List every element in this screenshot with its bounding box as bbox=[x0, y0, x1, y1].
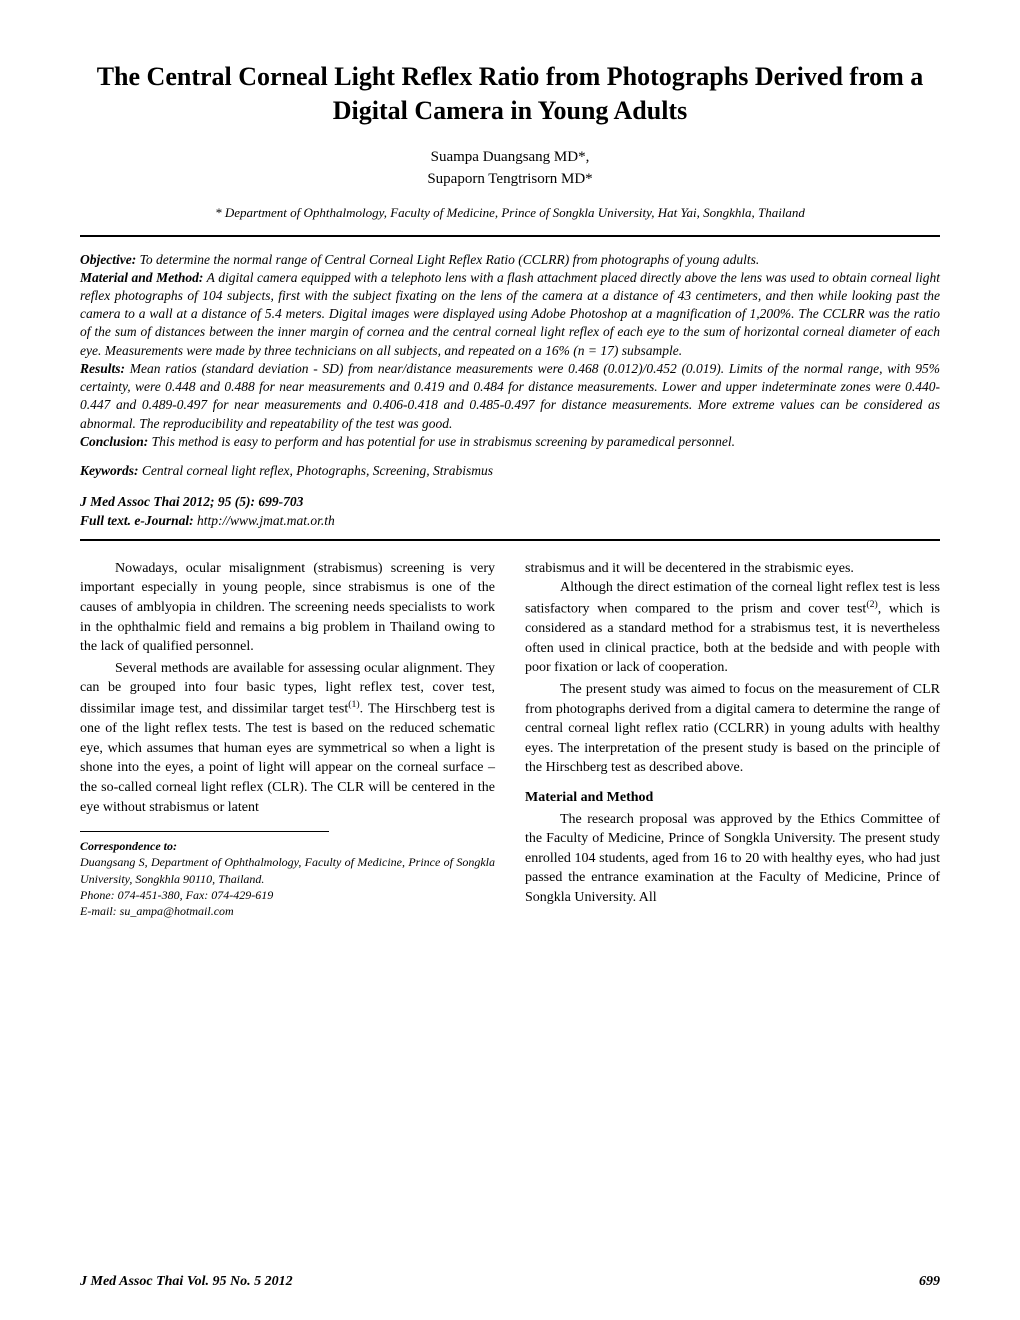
body-p1: Nowadays, ocular misalignment (strabismu… bbox=[80, 559, 495, 657]
left-column: Nowadays, ocular misalignment (strabismu… bbox=[80, 559, 495, 919]
right-column: strabismus and it will be decentered in … bbox=[525, 559, 940, 919]
correspondence-address: Duangsang S, Department of Ophthalmology… bbox=[80, 854, 495, 886]
abstract-block: Objective: To determine the normal range… bbox=[80, 251, 940, 451]
material-text: A digital camera equipped with a telepho… bbox=[80, 270, 940, 358]
correspondence-block: Correspondence to: Duangsang S, Departme… bbox=[80, 838, 495, 919]
ref-1: (1) bbox=[348, 699, 359, 710]
correspondence-head: Correspondence to: bbox=[80, 838, 495, 854]
keywords-line: Keywords: Central corneal light reflex, … bbox=[80, 463, 940, 479]
keywords-text: Central corneal light reflex, Photograph… bbox=[139, 463, 493, 478]
author-2: Supaporn Tengtrisorn MD* bbox=[427, 171, 592, 187]
fulltext-label: Full text. e-Journal: bbox=[80, 513, 197, 528]
correspondence-divider bbox=[80, 831, 329, 832]
body-p1-cont: strabismus and it will be decentered in … bbox=[525, 559, 940, 579]
body-p4: The present study was aimed to focus on … bbox=[525, 680, 940, 778]
journal-citation: J Med Assoc Thai 2012; 95 (5): 699-703 bbox=[80, 494, 303, 509]
body-p2: Several methods are available for assess… bbox=[80, 659, 495, 817]
correspondence-email: E-mail: su_ampa@hotmail.com bbox=[80, 903, 495, 919]
results-label: Results: bbox=[80, 361, 125, 376]
journal-citation-block: J Med Assoc Thai 2012; 95 (5): 699-703 F… bbox=[80, 493, 940, 531]
keywords-label: Keywords: bbox=[80, 463, 139, 478]
conclusion-text: This method is easy to perform and has p… bbox=[148, 434, 735, 449]
correspondence-phone: Phone: 074-451-380, Fax: 074-429-619 bbox=[80, 887, 495, 903]
footer-page-number: 699 bbox=[919, 1274, 940, 1290]
ref-2: (2) bbox=[866, 599, 877, 610]
conclusion-label: Conclusion: bbox=[80, 434, 148, 449]
body-columns: Nowadays, ocular misalignment (strabismu… bbox=[80, 559, 940, 919]
page-footer: J Med Assoc Thai Vol. 95 No. 5 2012 699 bbox=[80, 1274, 940, 1290]
body-p5: The research proposal was approved by th… bbox=[525, 810, 940, 908]
divider-bottom bbox=[80, 539, 940, 541]
material-label: Material and Method: bbox=[80, 270, 203, 285]
objective-label: Objective: bbox=[80, 252, 136, 267]
affiliation: * Department of Ophthalmology, Faculty o… bbox=[80, 205, 940, 221]
paper-title: The Central Corneal Light Reflex Ratio f… bbox=[80, 60, 940, 128]
objective-text: To determine the normal range of Central… bbox=[136, 252, 759, 267]
footer-journal: J Med Assoc Thai Vol. 95 No. 5 2012 bbox=[80, 1274, 293, 1290]
results-text: Mean ratios (standard deviation - SD) fr… bbox=[80, 361, 940, 431]
body-p2b: . The Hirschberg test is one of the ligh… bbox=[80, 702, 495, 815]
material-method-head: Material and Method bbox=[525, 788, 940, 808]
body-p3: Although the direct estimation of the co… bbox=[525, 578, 940, 678]
divider-top bbox=[80, 235, 940, 237]
fulltext-url: http://www.jmat.mat.or.th bbox=[197, 513, 335, 528]
author-1: Suampa Duangsang MD*, bbox=[431, 149, 590, 165]
authors-block: Suampa Duangsang MD*, Supaporn Tengtriso… bbox=[80, 146, 940, 191]
